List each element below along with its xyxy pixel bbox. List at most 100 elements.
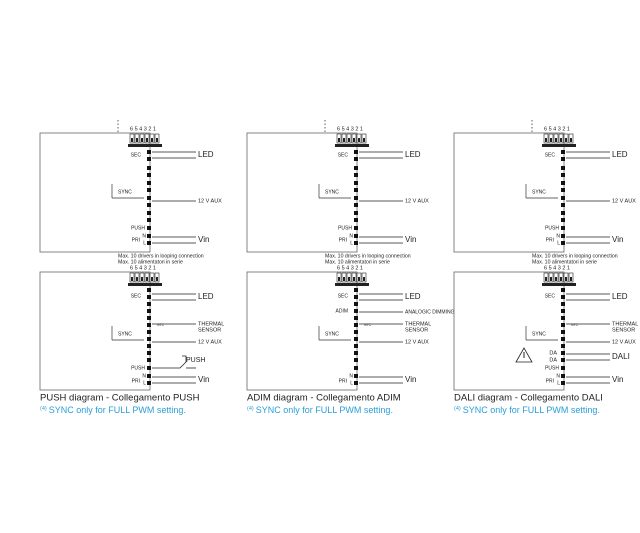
terminal [561,366,565,370]
connector-pin-core [131,138,133,142]
terminal [561,181,565,185]
terminal-strip [335,144,369,147]
terminal [354,381,358,385]
terminal-label: DA [549,350,557,356]
terminal-label: ADIM [336,308,349,314]
terminal-label: L [143,240,146,246]
terminal [561,309,565,313]
terminal-label: N [142,373,146,379]
terminal-label: 12 V AUX [612,198,636,204]
terminal [354,302,358,306]
terminal-label: 12 V AUX [198,198,222,204]
terminal [147,226,151,230]
terminal-strip [128,283,162,286]
terminal-label: Vin [198,235,209,244]
footnote: (4) SYNC only for FULL PWM setting. [454,405,600,415]
terminal-label: PRI [339,237,347,243]
connector-pin-core [343,138,345,142]
terminal-label: 6 5 4 3 2 1 [130,265,156,271]
terminal-label: SEC [545,152,556,158]
panel-box [246,271,358,391]
connector-pin-core [343,277,345,281]
terminal-label: PRI [132,378,140,384]
terminal [354,218,358,222]
terminal-label: SYNC [532,189,546,195]
panel-box [453,132,565,253]
terminal [147,295,151,299]
panel-box [246,132,358,253]
terminal [354,181,358,185]
terminal [354,241,358,245]
terminal [354,344,358,348]
terminal [354,234,358,238]
terminal [561,337,565,341]
terminal-label: NTC [157,323,165,327]
connector-pin-core [353,138,355,142]
terminal-label: THERMAL [612,321,638,327]
caption: PUSH diagram - Collegamento PUSH [40,393,200,404]
terminal [147,316,151,320]
terminal [561,330,565,334]
connector-pin-core [348,277,350,281]
footnote-text: SYNC only for FULL PWM setting. [463,405,600,415]
terminal [147,374,151,378]
terminal-label: PRI [339,378,347,384]
connector-pin-core [146,138,148,142]
connector-pin-core [141,277,143,281]
terminal [561,188,565,192]
terminal [147,381,151,385]
terminal-strip [542,144,576,147]
terminal [354,323,358,327]
terminal [354,226,358,230]
caption: DALI diagram - Collegamento DALI [454,393,603,404]
loop-note: Max. 10 drivers in looping connection [532,253,618,259]
footnote-text: SYNC only for FULL PWM setting. [49,405,186,415]
terminal-label: 12 V AUX [198,339,222,345]
loop-note: Max. 10 drivers in looping connection [325,253,411,259]
terminal [561,374,565,378]
terminal-label: LED [612,292,628,301]
terminal [561,351,565,355]
terminal [147,218,151,222]
terminal [147,157,151,161]
terminal [147,344,151,348]
terminal-strip [542,283,576,286]
terminal-label: 12 V AUX [612,339,636,345]
connector-pin-core [555,138,557,142]
connector-pin-core [136,277,138,281]
connector-pin-core [338,277,340,281]
terminal-label: N [556,373,560,379]
terminal [147,203,151,207]
terminal-label: DALI [612,352,630,361]
terminal [561,344,565,348]
terminal [147,166,151,170]
connector-pin-core [156,138,158,142]
terminal [561,203,565,207]
terminal-label: PUSH [545,225,559,231]
terminal-label: SYNC [118,331,132,337]
panel-box [39,132,151,253]
terminal [147,323,151,327]
terminal-label: LED [405,292,421,301]
terminal-label: N [556,233,560,239]
terminal-label: SEC [131,293,142,299]
terminal-label: 12 V AUX [405,339,429,345]
terminal [561,157,565,161]
terminal [147,241,151,245]
terminal-label: Vin [405,375,416,384]
terminal-label: 12 V AUX [405,198,429,204]
terminal-label: PRI [546,237,554,243]
loop-note: Max. 10 alimentatori in serie [118,259,183,265]
footnote: (4) SYNC only for FULL PWM setting. [40,405,186,415]
loop-note: Max. 10 drivers in looping connection [118,253,204,259]
terminal [147,366,151,370]
terminal [147,309,151,313]
terminal-label: 6 5 4 3 2 1 [544,126,570,132]
connector-pin-core [363,277,365,281]
terminal [147,150,151,154]
terminal-label: PUSH [338,225,352,231]
terminal [561,295,565,299]
terminal [354,288,358,292]
connector-pin-core [565,138,567,142]
